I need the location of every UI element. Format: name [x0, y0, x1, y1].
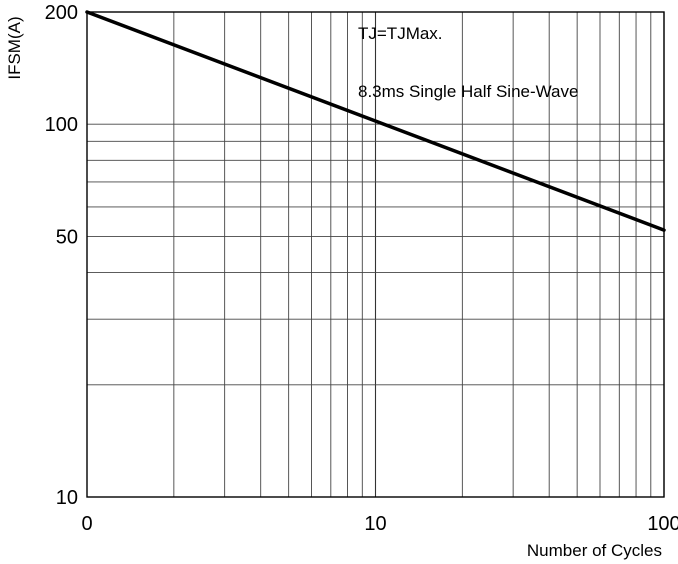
y-tick-label: 200: [45, 2, 78, 24]
x-tick-label: 10: [364, 513, 386, 535]
y-tick-label: 50: [56, 226, 78, 248]
annotation-tj: TJ=TJMax.: [358, 24, 443, 43]
y-tick-label: 10: [56, 487, 78, 509]
annotation-waveform: 8.3ms Single Half Sine-Wave: [358, 82, 578, 101]
x-axis-label: Number of Cycles: [527, 541, 662, 560]
x-tick-label: 0: [81, 513, 92, 535]
y-axis-label: IFSM(A): [5, 16, 24, 79]
y-tick-label: 100: [45, 114, 78, 136]
x-tick-label: 100: [647, 513, 678, 535]
